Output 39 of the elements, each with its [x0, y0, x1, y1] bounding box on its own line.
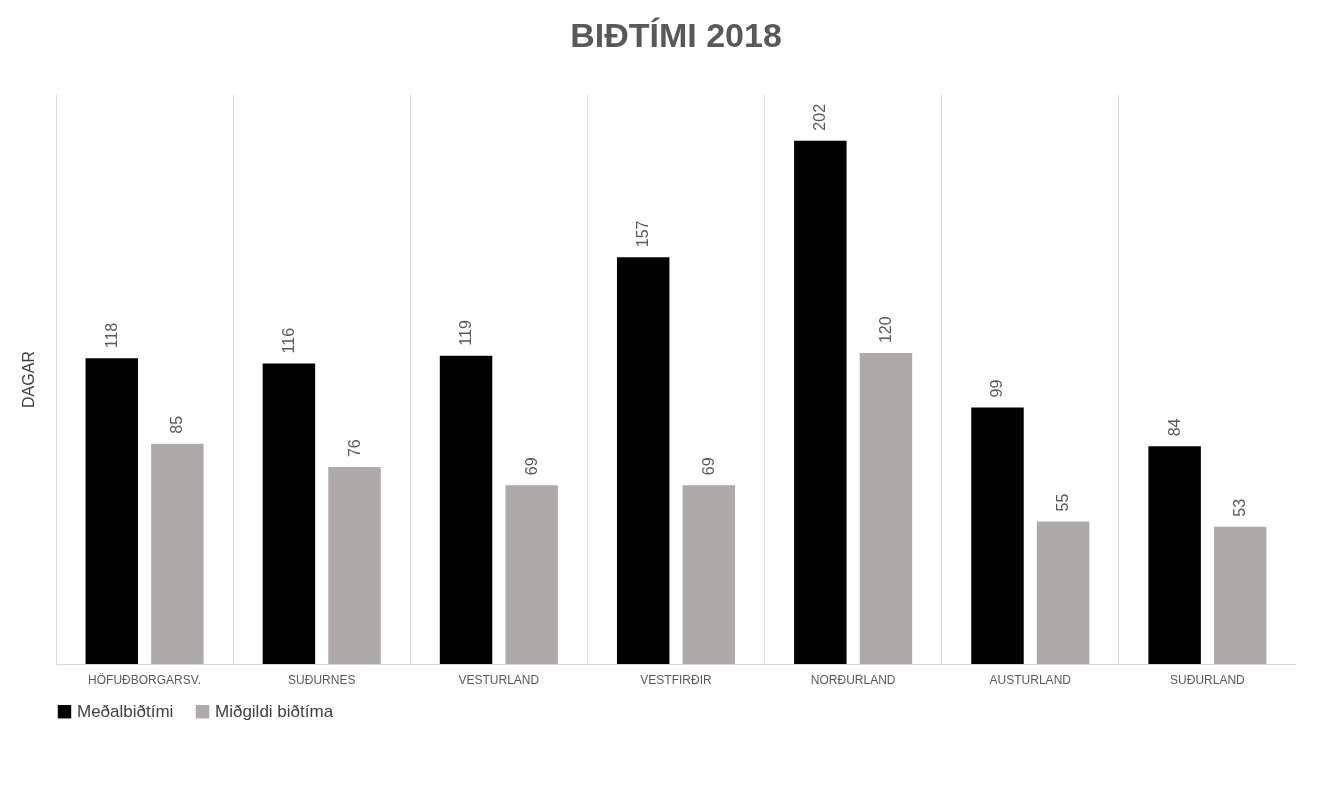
data-label: 118 [102, 322, 120, 349]
legend-label: Miðgildi biðtíma [215, 701, 334, 721]
data-label: 119 [457, 320, 475, 346]
x-tick-label: AUSTURLAND [989, 672, 1072, 687]
x-tick-label: VESTFIRÐIR [640, 672, 712, 687]
bar [971, 407, 1024, 664]
data-label: 69 [522, 457, 540, 476]
x-tick-label: HÖFUÐBORGARSV. [88, 672, 202, 687]
bar [1036, 521, 1090, 664]
data-label: 84 [1165, 418, 1183, 437]
bar [151, 443, 204, 664]
bar [1148, 446, 1201, 664]
bar [1213, 526, 1267, 664]
x-tick-label: VESTURLAND [458, 672, 540, 687]
x-tick-label: NORÐURLAND [810, 672, 896, 687]
chart-title: BIÐTÍMI 2018 [570, 16, 782, 54]
data-label: 76 [345, 439, 363, 458]
bar [682, 485, 736, 664]
x-tick-label: SUÐURLAND [1170, 672, 1246, 687]
bar [505, 485, 558, 664]
data-label: 55 [1054, 493, 1072, 512]
y-axis-title: DAGAR [19, 351, 37, 408]
data-label: 69 [699, 457, 717, 476]
bar [262, 363, 316, 664]
legend-label: Meðalbiðtími [77, 701, 174, 721]
data-label: 116 [279, 327, 297, 354]
data-label: 202 [811, 103, 829, 131]
data-label: 99 [988, 379, 1006, 398]
data-label: 85 [168, 415, 186, 434]
data-label: 120 [876, 316, 894, 344]
bar [794, 140, 847, 664]
bar [85, 358, 139, 664]
x-tick-label: SUÐURNES [288, 672, 356, 687]
bar [328, 467, 381, 664]
data-label: 53 [1231, 498, 1249, 517]
bar [439, 355, 493, 664]
data-label: 157 [634, 220, 652, 248]
bar [859, 353, 913, 664]
bar [616, 257, 670, 664]
